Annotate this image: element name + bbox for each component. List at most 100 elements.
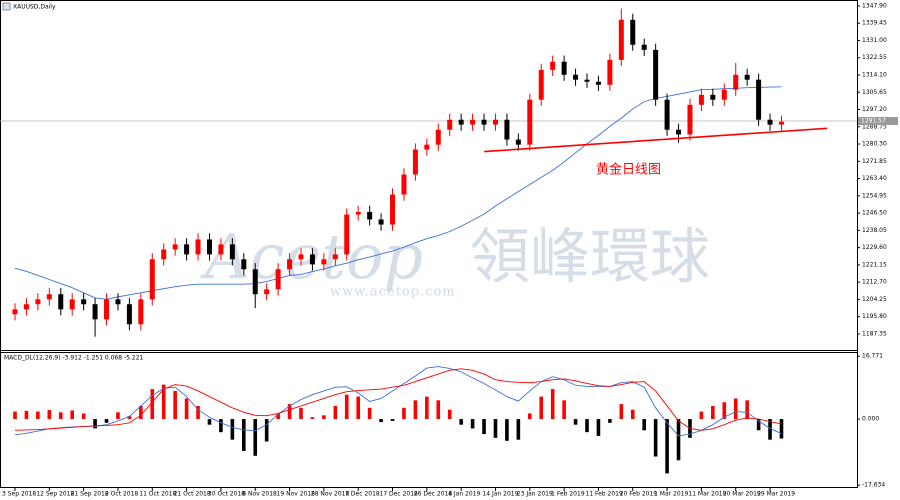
y-tick-label: 1288.75 bbox=[862, 123, 887, 130]
histogram-bar bbox=[573, 419, 578, 425]
histogram-bar bbox=[276, 413, 280, 420]
x-tick-label: 30 Oct 2018 bbox=[208, 491, 245, 498]
macd-line bbox=[14, 368, 782, 431]
x-tick-label: 8 Nov 2018 bbox=[242, 491, 277, 498]
y-tick-label: 1271.85 bbox=[862, 158, 887, 165]
candle-body bbox=[447, 119, 453, 130]
candle-body bbox=[573, 74, 579, 80]
histogram-bar bbox=[139, 405, 143, 420]
histogram-bar bbox=[367, 407, 372, 420]
candle-body bbox=[698, 94, 704, 105]
frame bbox=[0, 0, 858, 488]
histogram-bar bbox=[402, 407, 406, 420]
y-tick-label: 1221.15 bbox=[862, 261, 887, 268]
candle-body bbox=[115, 299, 121, 305]
histogram-bar bbox=[779, 419, 784, 439]
candle-body bbox=[81, 299, 87, 305]
y-tick-label: 1195.80 bbox=[862, 313, 887, 320]
candle-body bbox=[138, 299, 144, 325]
candle-body bbox=[538, 69, 544, 100]
histogram-bar bbox=[676, 419, 681, 461]
candle-body bbox=[687, 104, 693, 135]
candle-body bbox=[126, 304, 132, 325]
x-tick-label: 1 Mar 2019 bbox=[654, 491, 688, 498]
candle-body bbox=[195, 239, 201, 255]
histogram-bar bbox=[184, 398, 189, 420]
y-tick-label: 1339.45 bbox=[862, 20, 887, 27]
y-tick-label: -17.634 bbox=[862, 482, 885, 489]
candle-body bbox=[355, 211, 361, 215]
candle-body bbox=[332, 254, 338, 260]
candle-body bbox=[12, 309, 18, 315]
histogram-bar bbox=[722, 402, 727, 420]
candle-body bbox=[630, 19, 636, 45]
histogram-bar bbox=[550, 389, 555, 420]
x-tick-label: 2 Oct 2018 bbox=[105, 491, 138, 498]
candle-body bbox=[481, 119, 487, 125]
annotation: 黄金日线图 bbox=[596, 162, 661, 178]
x-tick-label: 19 Nov 2018 bbox=[277, 491, 316, 498]
x-tick-label: 12 Sep 2018 bbox=[36, 491, 74, 498]
x-tick-label: 7 Dec 2018 bbox=[345, 491, 380, 498]
y-tick-label: 1297.20 bbox=[862, 106, 887, 113]
histogram-bar bbox=[219, 419, 223, 433]
histogram-bar bbox=[768, 419, 772, 440]
histogram-bar bbox=[436, 400, 441, 420]
candle-body bbox=[229, 244, 235, 260]
histogram-bar bbox=[699, 411, 704, 420]
candle-body bbox=[401, 174, 407, 195]
watermark-url: www.acetop.com bbox=[330, 285, 456, 300]
candle-body bbox=[241, 259, 247, 270]
histogram-bar bbox=[104, 419, 109, 423]
candle-body bbox=[618, 19, 624, 60]
candle-body bbox=[23, 304, 29, 310]
x-tick-label: 21 Sep 2018 bbox=[71, 491, 109, 498]
histogram-bar bbox=[161, 384, 166, 420]
histogram-bar bbox=[58, 412, 63, 420]
trendline bbox=[483, 127, 828, 153]
histogram-bar bbox=[264, 419, 269, 442]
y-tick-label: 1229.60 bbox=[862, 244, 887, 251]
candle-body bbox=[744, 74, 750, 80]
histogram-bar bbox=[356, 396, 360, 420]
histogram-bar bbox=[642, 419, 646, 431]
histogram-bar bbox=[516, 419, 521, 440]
histogram-bar bbox=[528, 413, 532, 420]
macd-line bbox=[14, 366, 782, 437]
x-tick-label: 11 Feb 2019 bbox=[585, 491, 623, 498]
candle-body bbox=[161, 249, 167, 260]
y-tick-label: 1254.95 bbox=[862, 192, 887, 199]
candle-body bbox=[664, 99, 670, 130]
histogram-bar bbox=[562, 400, 566, 420]
candle-body bbox=[778, 121, 784, 125]
candle-body bbox=[275, 269, 281, 290]
histogram-bar bbox=[150, 389, 155, 420]
histogram-bar bbox=[253, 419, 258, 456]
histogram-bar bbox=[756, 419, 761, 431]
candle-body bbox=[641, 44, 647, 50]
candle-body bbox=[149, 259, 155, 300]
candle-body bbox=[390, 194, 396, 225]
histogram-bar bbox=[344, 394, 349, 420]
candle-body bbox=[104, 299, 110, 320]
candle-body bbox=[35, 299, 41, 305]
histogram-bar bbox=[630, 409, 635, 420]
x-tick-label: 11 Oct 2018 bbox=[139, 491, 176, 498]
candle-body bbox=[561, 61, 567, 75]
candle-body bbox=[46, 294, 52, 300]
histogram-bar bbox=[196, 405, 200, 420]
candle-body bbox=[733, 74, 739, 90]
histogram-bar bbox=[505, 419, 509, 441]
x-tick-label: 28 Nov 2018 bbox=[311, 491, 350, 498]
candle-body bbox=[184, 244, 190, 255]
histogram-bar bbox=[310, 417, 315, 420]
histogram-bar bbox=[207, 419, 212, 425]
x-tick-label: 20 Feb 2019 bbox=[620, 491, 658, 498]
histogram-bar bbox=[482, 419, 486, 435]
candle-body bbox=[607, 59, 613, 85]
histogram-bar bbox=[585, 419, 589, 433]
candle-body bbox=[287, 259, 293, 270]
histogram-bar bbox=[173, 390, 177, 420]
y-tick-label: 1322.55 bbox=[862, 54, 887, 61]
